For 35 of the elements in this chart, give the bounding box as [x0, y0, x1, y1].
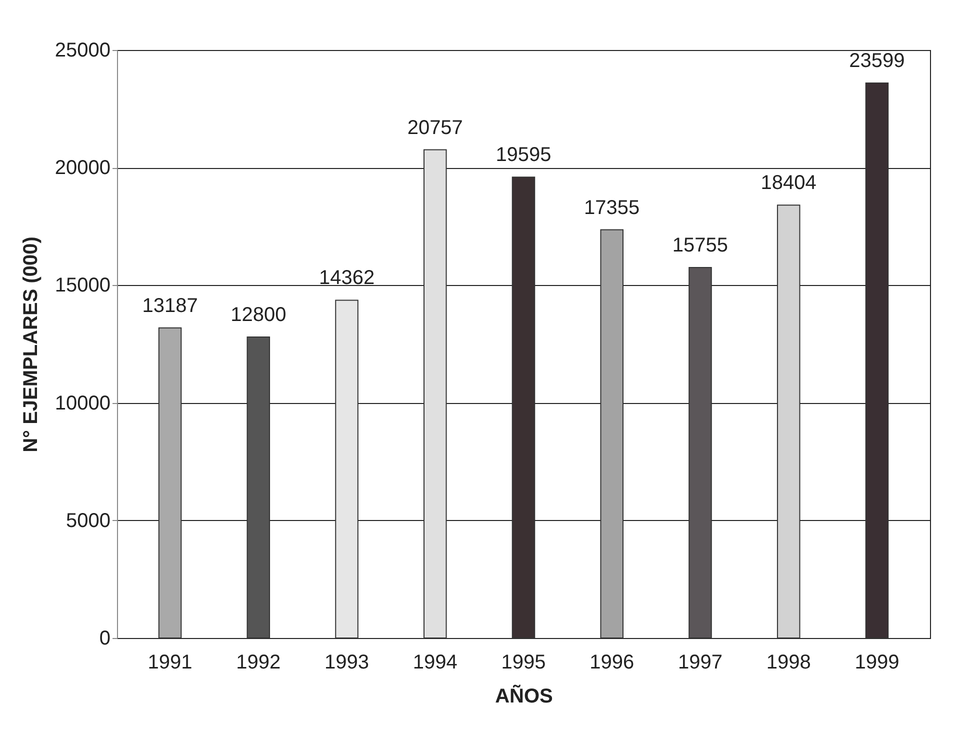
data-label: 13187: [142, 294, 198, 317]
bar: [688, 266, 712, 638]
x-tick-label: 1992: [236, 652, 281, 674]
bar: [512, 176, 536, 638]
data-label: 19595: [496, 144, 552, 166]
data-label: 18404: [760, 172, 816, 194]
data-label: 17355: [584, 196, 640, 219]
y-tick-label: 25000: [54, 40, 110, 62]
x-axis-title: AÑOS: [495, 684, 553, 708]
data-label: 20757: [407, 116, 463, 139]
x-tick-label: 1993: [324, 652, 370, 674]
x-tick-label: 1994: [412, 652, 458, 674]
y-tick-label: 0: [99, 628, 110, 650]
x-tick-label: 1997: [678, 652, 722, 674]
bar: [600, 229, 624, 638]
data-label: 14362: [318, 267, 375, 290]
x-tick-label: 1995: [501, 652, 546, 674]
bar: [335, 300, 358, 638]
y-tick-label: 10000: [54, 392, 110, 414]
bar: [158, 327, 182, 638]
data-label: 23599: [849, 50, 905, 72]
y-tick-label: 5000: [66, 510, 110, 532]
x-tick-label: 1998: [766, 652, 811, 674]
bar: [865, 82, 889, 638]
y-tick-label: 15000: [54, 274, 110, 297]
x-tick-label: 1999: [854, 652, 900, 674]
x-tick-label: 1996: [590, 652, 634, 674]
x-tick-label: 1991: [148, 652, 192, 674]
bar: [246, 336, 270, 638]
y-axis-title: N° EJEMPLARES (000): [20, 236, 42, 452]
data-label: 15755: [672, 234, 728, 256]
bar: [776, 204, 800, 638]
bar: [423, 149, 447, 638]
data-label: 12800: [230, 304, 286, 326]
y-tick-label: 20000: [54, 157, 110, 180]
